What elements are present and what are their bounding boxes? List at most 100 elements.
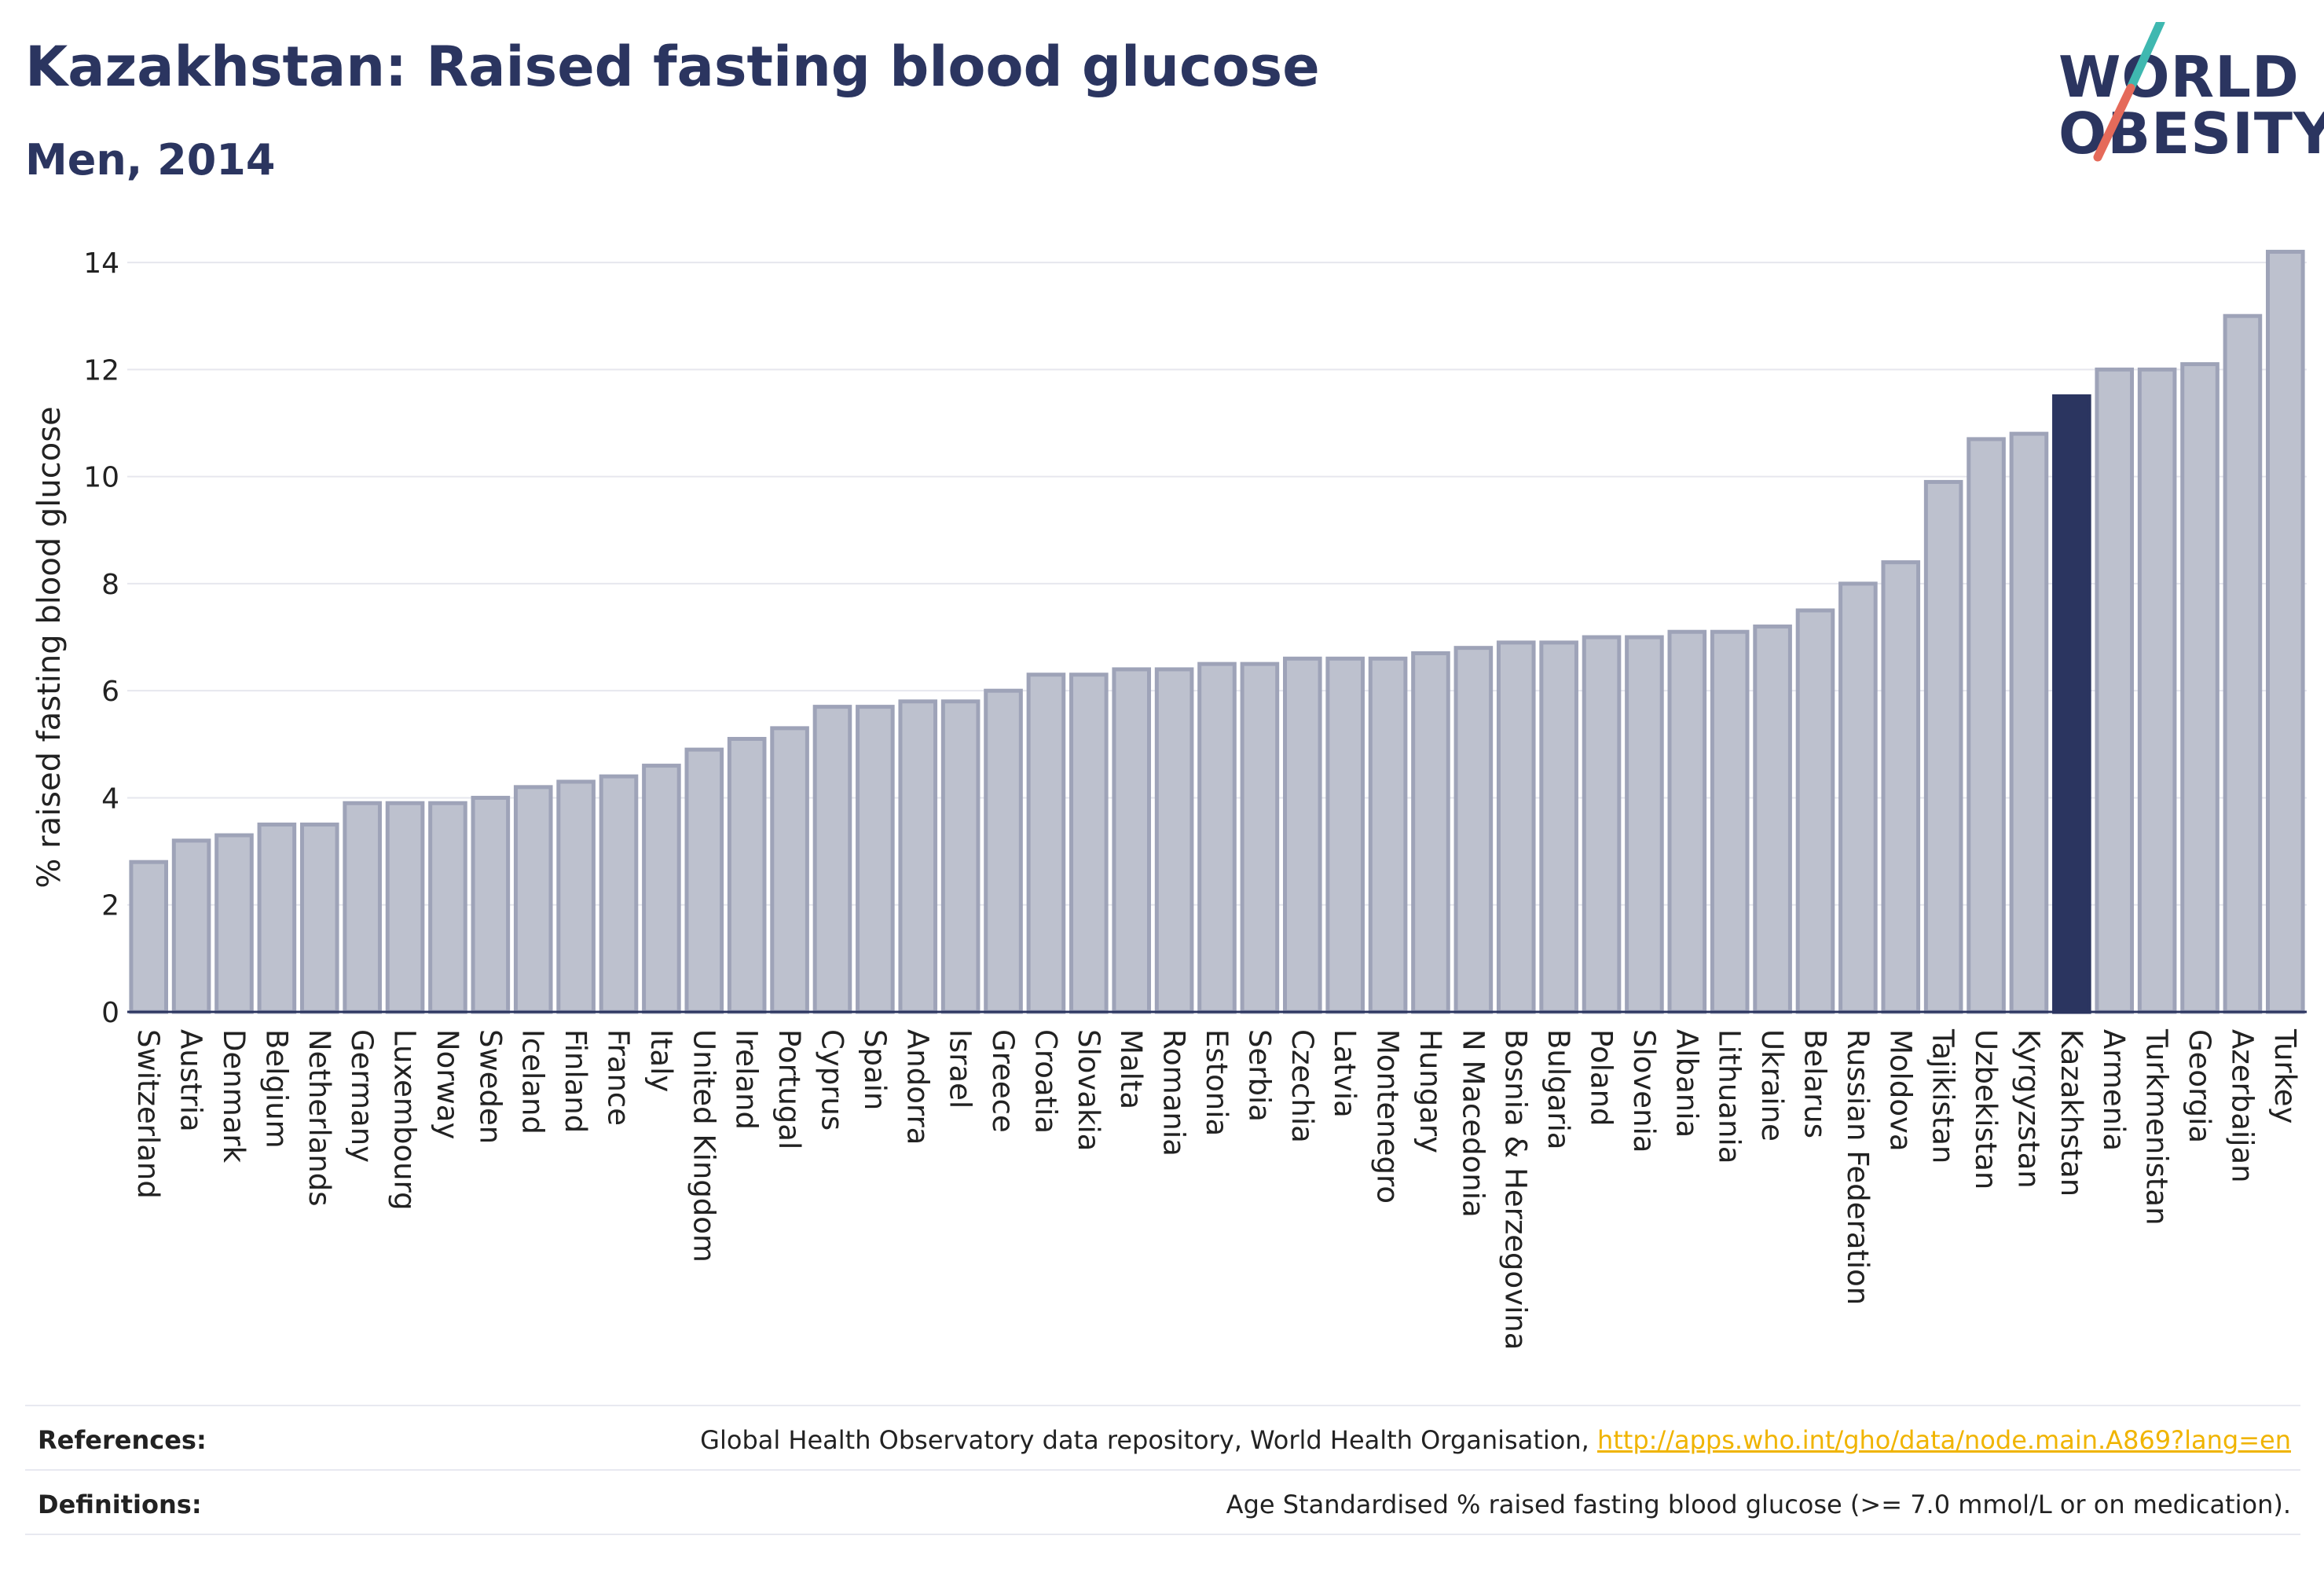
y-tick-label: 10: [83, 462, 119, 494]
x-tick-label: Turkey: [2268, 1028, 2302, 1123]
x-tick-label: Cyprus: [815, 1029, 849, 1131]
y-axis-label: % raised fasting blood glucose: [31, 406, 68, 888]
world-obesity-logo: WORLD OBESITY: [2043, 22, 2324, 171]
x-tick-label: Malta: [1114, 1029, 1148, 1109]
bar-belarus: [1795, 608, 1835, 1014]
x-tick-label: Netherlands: [302, 1029, 336, 1207]
x-tick-label: Albania: [1670, 1029, 1703, 1138]
bar-n-macedonia: [1453, 646, 1494, 1014]
bar-france: [599, 774, 639, 1014]
bar-serbia: [1240, 662, 1280, 1014]
bar-chart: 0 2 4 6 8 10 12 14 % raised fasting blood glucos…: [31, 247, 2307, 1350]
y-tick-label: 2: [101, 890, 119, 922]
bar-tajikistan: [1923, 479, 1963, 1014]
bar-austria: [171, 838, 211, 1014]
x-tick-label: Bosnia & Herzegovina: [1499, 1029, 1533, 1350]
x-tick-label: Norway: [431, 1029, 464, 1139]
x-tick-label: Germany: [345, 1029, 379, 1163]
bar-luxembourg: [385, 801, 425, 1014]
x-tick-label: Georgia: [2183, 1029, 2216, 1143]
x-tick-label: Estonia: [1200, 1029, 1233, 1136]
logo-slash-icon: [2093, 22, 2165, 162]
bar-ukraine: [1753, 624, 1792, 1014]
x-tick-label: Armenia: [2097, 1029, 2131, 1151]
bar-armenia: [2095, 367, 2135, 1014]
x-tick-label: Latvia: [1328, 1029, 1362, 1118]
bar-turkmenistan: [2137, 367, 2177, 1014]
bar-greece: [984, 688, 1023, 1014]
footer-divider-middle: [25, 1469, 2300, 1471]
bar-romania: [1154, 667, 1194, 1014]
definitions-text: Age Standardised % raised fasting blood …: [1226, 1490, 2291, 1519]
x-tick-label: Slovakia: [1072, 1029, 1105, 1151]
x-tick-label: Israel: [944, 1029, 977, 1109]
definitions-label: Definitions:: [38, 1490, 202, 1519]
x-tick-label: Russian Federation: [1841, 1029, 1875, 1305]
references-source: Global Health Observatory data repositor…: [700, 1425, 1597, 1455]
x-tick-label: Bulgaria: [1541, 1029, 1575, 1149]
bar-latvia: [1325, 656, 1365, 1014]
bar-cyprus: [812, 705, 852, 1014]
bar-montenegro: [1368, 656, 1408, 1014]
bar-azerbaijan: [2223, 313, 2263, 1014]
bar-moldova: [1881, 560, 1921, 1014]
x-tick-label: Austria: [174, 1029, 208, 1132]
page-title: Kazakhstan: Raised fasting blood glucose: [25, 35, 1320, 99]
bar-belgium: [257, 823, 297, 1014]
y-tick-label: 8: [101, 569, 119, 601]
x-tick-label: Moldova: [1883, 1029, 1917, 1152]
bar-finland: [556, 779, 596, 1014]
bar-slovenia: [1625, 635, 1664, 1014]
bar-bulgaria: [1539, 640, 1578, 1014]
bar-united-kingdom: [684, 747, 724, 1014]
x-tick-label: Montenegro: [1371, 1029, 1405, 1204]
bar-andorra: [898, 699, 938, 1014]
bar-norway: [428, 801, 467, 1014]
x-tick-label: Poland: [1585, 1029, 1618, 1127]
bar-spain: [856, 705, 895, 1014]
x-tick-label: Spain: [858, 1029, 892, 1110]
x-tick-label: Hungary: [1413, 1029, 1447, 1153]
x-tick-label: Turkmenistan: [2140, 1028, 2174, 1226]
bar-lithuania: [1710, 629, 1750, 1014]
x-tick-label: Tajikistan: [1926, 1028, 1960, 1164]
bar-czechia: [1282, 656, 1322, 1014]
bar-iceland: [513, 785, 553, 1014]
x-tick-label: Lithuania: [1713, 1029, 1747, 1164]
bar-switzerland: [129, 859, 168, 1014]
bar-portugal: [770, 726, 809, 1014]
definitions-row: Definitions: Age Standardised % raised f…: [25, 1490, 2300, 1524]
x-tick-label: Belgium: [259, 1029, 293, 1149]
references-row: References: Global Health Observatory da…: [25, 1425, 2300, 1460]
bar-bosnia-herzegovina: [1496, 640, 1536, 1014]
references-label: References:: [38, 1425, 207, 1455]
y-tick-label: 0: [101, 997, 119, 1029]
x-tick-label: Czechia: [1285, 1029, 1319, 1143]
x-tick-label: Greece: [986, 1029, 1020, 1133]
bar-slovakia: [1069, 673, 1109, 1014]
x-tick-label: Kyrgyzstan: [2011, 1029, 2045, 1189]
bar-italy: [642, 764, 681, 1014]
x-tick-label: United Kingdom: [687, 1029, 720, 1263]
footer-divider-bottom: [25, 1534, 2300, 1535]
x-tick-label: Italy: [644, 1029, 678, 1092]
bar-turkey: [2266, 249, 2305, 1014]
x-tick-label: Slovenia: [1627, 1029, 1661, 1153]
references-link[interactable]: http://apps.who.int/gho/data/node.main.A…: [1596, 1425, 2291, 1455]
x-tick-label: Belarus: [1798, 1029, 1831, 1138]
footer-divider-top: [25, 1405, 2300, 1406]
bar-sweden: [471, 795, 511, 1014]
bar-denmark: [214, 833, 254, 1014]
x-tick-label: Uzbekistan: [1969, 1029, 2003, 1189]
bar-hungary: [1411, 651, 1450, 1014]
bar-kazakhstan: [2052, 394, 2091, 1014]
bar-germany: [343, 801, 382, 1014]
x-tick-label: Sweden: [473, 1029, 507, 1144]
bar-albania: [1667, 629, 1707, 1014]
x-tick-label: Azerbaijan: [2225, 1029, 2259, 1183]
bar-netherlands: [299, 823, 339, 1014]
bar-estonia: [1197, 662, 1237, 1014]
bar-poland: [1582, 635, 1622, 1014]
bar-uzbekistan: [1967, 437, 2006, 1014]
page-subtitle: Men, 2014: [25, 135, 276, 185]
